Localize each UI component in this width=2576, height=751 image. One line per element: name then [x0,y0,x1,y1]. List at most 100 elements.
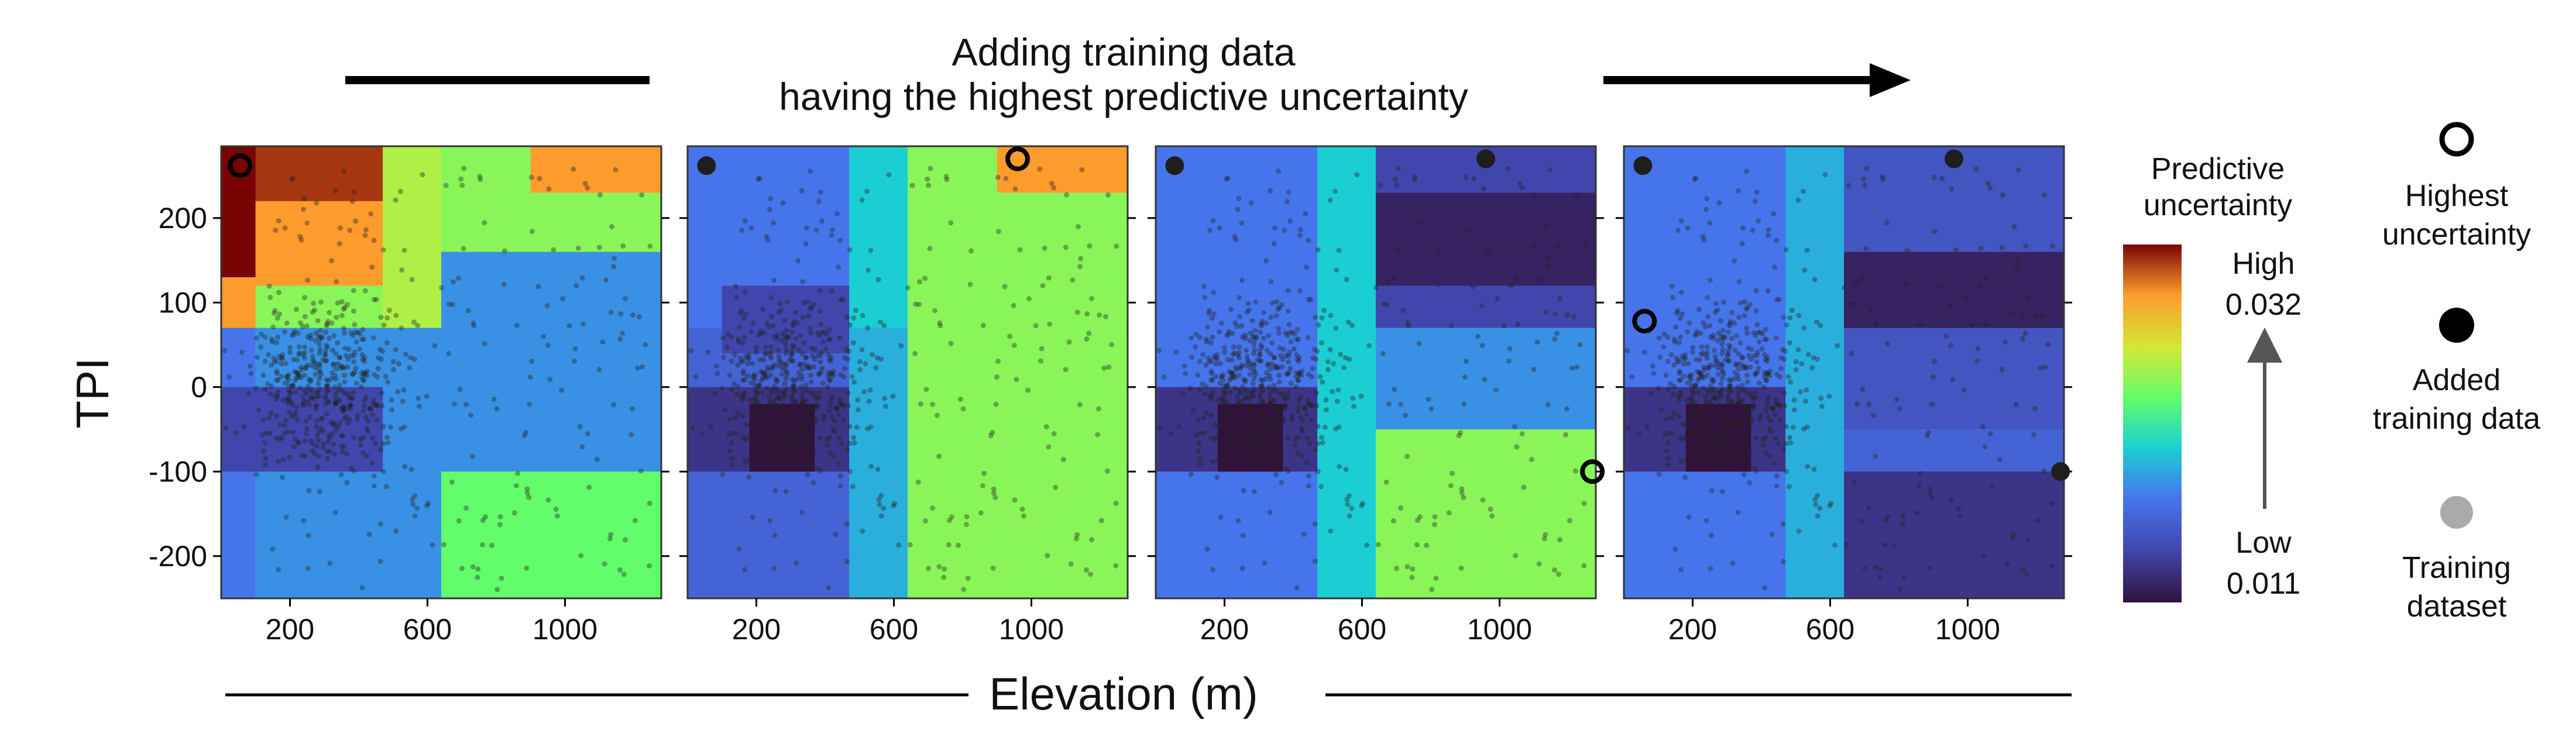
training-point [932,308,938,314]
training-point [1238,364,1244,370]
training-point [371,297,377,302]
training-point [1736,390,1742,396]
training-point [311,396,317,402]
training-point [771,220,777,226]
training-point [337,225,343,231]
training-point [770,418,775,424]
training-point [1777,403,1783,409]
training-point [1341,365,1347,371]
training-point [873,365,879,371]
training-point [875,277,881,283]
training-point [320,357,326,363]
training-point [1077,402,1083,408]
training-point [1241,376,1246,382]
training-point [776,353,782,359]
training-point [1207,308,1213,314]
training-point [304,220,310,226]
training-point [1800,188,1806,194]
training-point [554,513,560,519]
training-point [847,440,853,446]
training-point [1737,340,1743,346]
training-point [847,322,853,328]
training-point [826,326,832,332]
training-point [325,319,331,325]
training-point [1247,365,1253,371]
training-point [342,345,348,351]
training-point [782,429,788,435]
training-point [1026,296,1032,302]
training-point [1753,390,1759,395]
training-point [739,308,744,314]
training-point [353,218,359,224]
training-point [1700,385,1706,391]
training-point [799,376,805,382]
training-point [377,346,383,352]
training-point [766,323,772,329]
training-point [294,404,300,410]
training-point [1276,373,1282,378]
training-point [348,466,354,471]
training-point [1493,387,1499,393]
training-point [1736,351,1742,357]
training-point [1657,354,1663,360]
training-point [1904,248,1910,254]
training-point [1239,384,1245,390]
training-point [289,399,295,405]
training-point [1042,245,1047,251]
training-point [333,351,339,357]
training-point [308,363,314,368]
training-point [1248,418,1254,424]
training-point [1740,355,1746,361]
heatmap-cell [1376,429,1596,598]
training-point [1250,437,1256,443]
training-point [415,395,421,401]
training-point [594,457,600,463]
heatmap-cells [688,146,1128,598]
training-point [1249,402,1255,408]
training-point [1225,331,1231,337]
training-point [1461,401,1467,407]
training-point [1696,404,1702,410]
training-point [764,375,770,381]
training-point [1916,483,1922,488]
training-point [270,324,276,330]
training-point [305,532,311,538]
training-point [1789,308,1795,314]
training-point [1227,413,1232,419]
training-point [1939,175,1945,181]
training-point [1748,420,1754,426]
training-scatter [688,166,1119,592]
training-point [1705,438,1711,444]
training-point [336,354,342,360]
training-point [1711,336,1716,342]
training-point [1735,395,1741,401]
training-point [754,345,760,350]
training-point [375,366,381,371]
training-point [748,329,754,335]
training-point [1787,315,1793,321]
training-point [1554,330,1560,336]
training-point [847,468,853,474]
training-point [810,302,816,308]
training-point [274,370,280,376]
training-point [1284,333,1290,339]
training-point [1765,232,1771,238]
training-point [1396,166,1402,171]
training-point [330,422,336,428]
training-point [647,563,652,569]
training-point [1464,359,1469,364]
training-point [371,483,377,489]
training-point [582,181,588,187]
training-point [964,514,970,519]
training-point [1248,200,1254,206]
training-point [618,311,624,317]
training-point [1725,396,1731,402]
training-point [1719,367,1725,373]
training-point [377,559,383,564]
training-point [342,330,348,336]
training-point [1394,182,1400,188]
training-point [362,288,368,294]
x-tick-label: 200 [1200,613,1249,646]
training-point [480,518,486,523]
